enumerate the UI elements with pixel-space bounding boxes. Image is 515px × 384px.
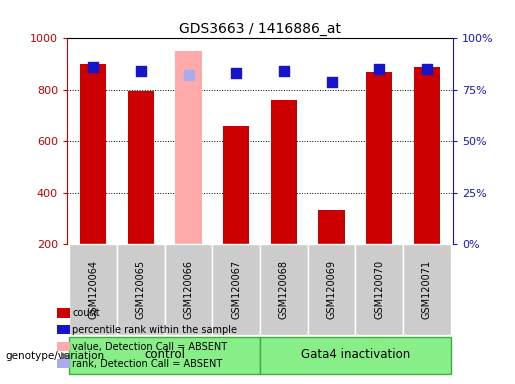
Point	[423, 66, 431, 72]
Text: genotype/variation: genotype/variation	[5, 351, 104, 361]
Bar	[403, 244, 451, 335]
Text: count: count	[72, 308, 100, 318]
Bar	[212, 244, 260, 335]
Bar	[308, 244, 355, 335]
Bar	[165, 244, 212, 335]
Bar	[70, 244, 117, 335]
Bar	[271, 100, 297, 244]
Bar	[260, 244, 308, 335]
Point	[375, 66, 383, 72]
Text: GSM120068: GSM120068	[279, 260, 289, 319]
Bar	[223, 126, 249, 244]
Point	[89, 64, 97, 70]
Bar	[70, 337, 260, 374]
Point	[280, 68, 288, 74]
Point	[328, 78, 336, 84]
Text: GSM120064: GSM120064	[88, 260, 98, 319]
Bar	[176, 51, 202, 244]
Bar	[366, 72, 392, 244]
Bar	[414, 67, 440, 244]
Point	[184, 72, 193, 78]
Text: value, Detection Call = ABSENT: value, Detection Call = ABSENT	[72, 342, 227, 352]
Text: GSM120066: GSM120066	[183, 260, 194, 319]
Text: GSM120071: GSM120071	[422, 260, 432, 319]
Text: ▶: ▶	[61, 351, 70, 361]
Bar	[260, 337, 451, 374]
Bar	[80, 64, 106, 244]
Point	[137, 68, 145, 74]
Text: GSM120070: GSM120070	[374, 260, 384, 319]
Bar	[128, 91, 154, 244]
Title: GDS3663 / 1416886_at: GDS3663 / 1416886_at	[179, 22, 341, 36]
Text: percentile rank within the sample: percentile rank within the sample	[72, 325, 237, 335]
Point	[232, 70, 241, 76]
Text: Gata4 inactivation: Gata4 inactivation	[301, 348, 410, 361]
Text: GSM120065: GSM120065	[136, 260, 146, 319]
Text: GSM120067: GSM120067	[231, 260, 241, 319]
Bar	[355, 244, 403, 335]
Text: rank, Detection Call = ABSENT: rank, Detection Call = ABSENT	[72, 359, 222, 369]
Text: GSM120069: GSM120069	[327, 260, 337, 319]
Text: control: control	[144, 348, 185, 361]
Bar	[318, 210, 345, 244]
Bar	[117, 244, 165, 335]
